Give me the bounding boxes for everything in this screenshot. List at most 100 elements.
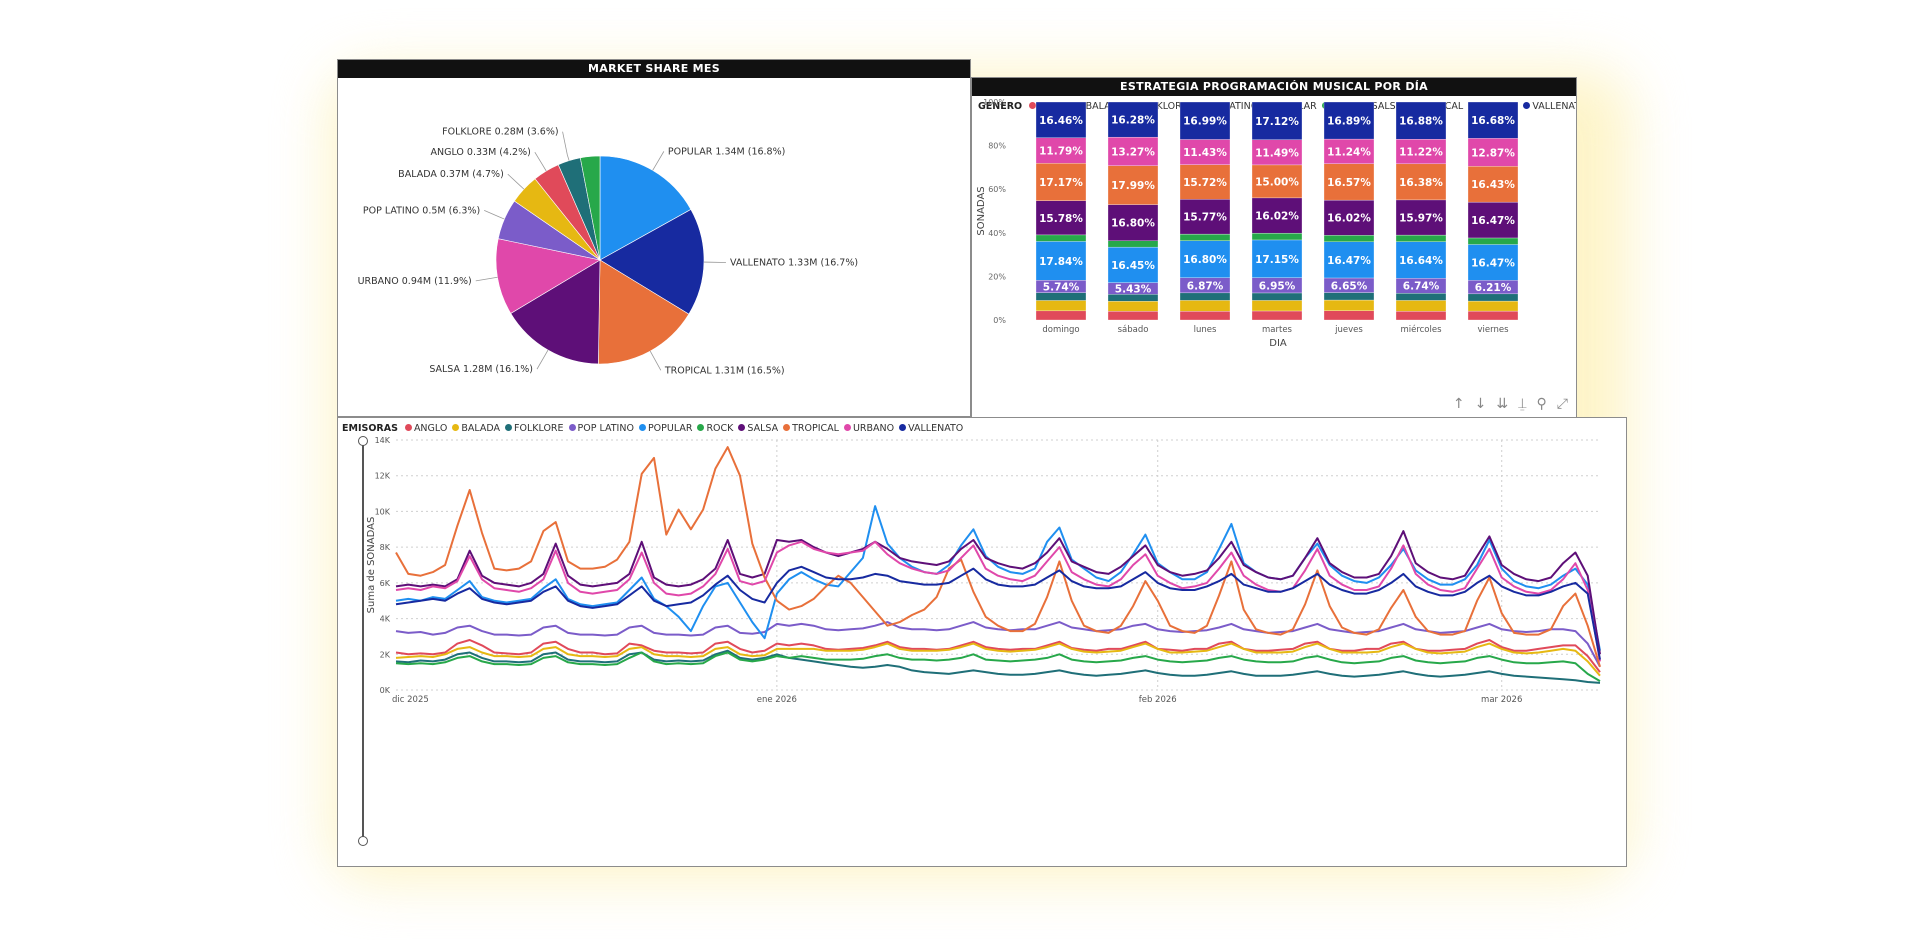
emisoras-legend-item-anglo[interactable]: ANGLO xyxy=(404,423,448,434)
bar-segment-balada xyxy=(1323,299,1375,311)
bar-data-label: 16.80% xyxy=(1183,254,1227,266)
emisoras-legend-item-balada[interactable]: BALADA xyxy=(452,423,500,434)
filter-icon[interactable]: ⚲ xyxy=(1536,396,1547,412)
legend-dot xyxy=(1523,102,1531,109)
bar-segment-popular xyxy=(1395,241,1447,279)
y-range-slider[interactable] xyxy=(358,436,368,846)
pie-label-pop-latino: POP LATINO 0.5M (6.3%) xyxy=(363,205,480,216)
bar-data-label: 6.74% xyxy=(1403,281,1440,293)
pie-label-urbano: URBANO 0.94M (11.9%) xyxy=(358,276,472,287)
x-tick-label: miércoles xyxy=(1400,324,1442,335)
y-tick-label: 2K xyxy=(380,650,391,659)
x-tick-label: viernes xyxy=(1477,325,1509,335)
bar-segment-salsa xyxy=(1395,199,1447,236)
bar-data-label: 13.27% xyxy=(1111,146,1155,158)
bar-segment-tropical xyxy=(1035,163,1087,201)
bar-data-label: 16.47% xyxy=(1471,215,1515,227)
sort-up-icon[interactable]: ↑ xyxy=(1452,396,1465,412)
programming-strategy-panel: ESTRATEGIA PROGRAMACIÓN MUSICAL POR DÍA … xyxy=(972,78,1576,418)
focus-mode-icon[interactable]: ⤢ xyxy=(1556,396,1568,412)
legend-dot xyxy=(697,424,705,431)
bar-segment-balada xyxy=(1179,300,1231,312)
bar-segment-vallenato xyxy=(1323,101,1375,140)
bar-data-label: 17.17% xyxy=(1039,177,1083,189)
emisoras-legend-item-folklore[interactable]: FOLKLORE xyxy=(505,423,564,434)
drill-icon[interactable]: ⍊ xyxy=(1518,396,1527,412)
emisoras-legend-item-rock[interactable]: ROCK xyxy=(697,423,733,434)
legend-dot xyxy=(568,424,576,431)
bar-data-label: 15.00% xyxy=(1255,176,1299,188)
emisoras-legend-item-tropical[interactable]: TROPICAL xyxy=(783,423,839,434)
bar-data-label: 5.43% xyxy=(1115,283,1152,295)
sort-down-icon[interactable]: ↓ xyxy=(1474,396,1487,412)
bar-segment-vallenato xyxy=(1395,101,1447,140)
bar-data-label: 16.45% xyxy=(1111,260,1155,272)
y-tick-label: 40% xyxy=(988,229,1006,238)
pie-leader-line xyxy=(536,349,549,370)
market-share-panel: MARKET SHARE MES POPULAR 1.34M (16.8%) VA… xyxy=(338,60,970,416)
bar-data-label: 16.89% xyxy=(1327,116,1371,128)
line-series-rock xyxy=(395,651,1601,682)
emisoras-legend-item-vallenato[interactable]: VALLENATO xyxy=(899,423,963,434)
bar-segment-rock xyxy=(1323,235,1375,242)
bar-data-label: 11.24% xyxy=(1327,146,1371,158)
legend-label: SALSA xyxy=(1371,101,1403,112)
pie-leader-line xyxy=(475,276,498,282)
x-tick-label: domingo xyxy=(1042,325,1079,335)
y-tick-label: 100% xyxy=(983,98,1006,107)
slider-bottom-handle[interactable] xyxy=(358,836,368,846)
bar-data-label: 16.02% xyxy=(1327,213,1371,225)
bar-data-label: 17.12% xyxy=(1255,116,1299,128)
legend-label: ANGLO xyxy=(413,423,448,434)
y-tick-label: 8K xyxy=(380,543,391,552)
line-series-urbano xyxy=(395,540,1601,662)
legend-dot xyxy=(738,424,746,431)
legend-label: POP LATINO xyxy=(577,423,634,434)
bar-segment-popular xyxy=(1035,241,1087,281)
legend-label: FOLKLORE xyxy=(1138,101,1188,112)
bar-segment-anglo xyxy=(1467,310,1519,321)
bar-segment-salsa xyxy=(1179,199,1231,235)
y-tick-label: 10K xyxy=(375,507,391,516)
legend-label: SALSA xyxy=(747,423,779,434)
bar-segment-rock xyxy=(1107,240,1159,248)
bar-data-label: 15.97% xyxy=(1399,212,1443,224)
pie-label-vallenato: VALLENATO 1.33M (16.7%) xyxy=(730,257,858,268)
legend-dot xyxy=(452,424,460,431)
bar-segment-balada xyxy=(1395,300,1447,312)
bar-data-label: 16.02% xyxy=(1255,211,1299,223)
bar-data-label: 16.99% xyxy=(1183,116,1227,128)
y-tick-label: 0% xyxy=(993,316,1006,325)
expand-down-icon[interactable]: ⇊ xyxy=(1496,396,1509,412)
line-series-tropical xyxy=(395,446,1601,668)
slider-top-handle[interactable] xyxy=(358,436,368,446)
bar-segment-urbano xyxy=(1107,136,1159,166)
bar-data-label: 6.21% xyxy=(1475,282,1512,294)
pie-label-folklore: FOLKLORE 0.28M (3.6%) xyxy=(442,127,558,138)
bar-data-label: 11.49% xyxy=(1255,147,1299,159)
bar-segment-popular xyxy=(1323,241,1375,279)
emisoras-legend-title: EMISORAS xyxy=(342,423,398,434)
legend-dot xyxy=(505,424,513,431)
bar-segment-vallenato xyxy=(1035,101,1087,138)
bar-segment-folklore xyxy=(1035,292,1087,301)
legend-label: ROCK xyxy=(706,423,734,434)
emisoras-legend-item-pop-latino[interactable]: POP LATINO xyxy=(568,423,634,434)
genre-legend-item-vallenato[interactable]: VALLENATO xyxy=(1523,101,1576,112)
bar-segment-anglo xyxy=(1179,311,1231,321)
bar-segment-folklore xyxy=(1251,292,1303,301)
emisoras-legend-item-salsa[interactable]: SALSA xyxy=(738,423,778,434)
pie-label-anglo: ANGLO 0.33M (4.2%) xyxy=(431,147,531,158)
emisoras-legend-item-urbano[interactable]: URBANO xyxy=(843,423,894,434)
emisoras-legend-item-popular[interactable]: POPULAR xyxy=(638,423,692,434)
bar-segment-anglo xyxy=(1251,310,1303,321)
bar-segment-popular xyxy=(1467,244,1519,281)
bar-data-label: 16.47% xyxy=(1471,257,1515,269)
legend-label: VALLENATO xyxy=(1532,101,1576,112)
x-tick-label: jueves xyxy=(1334,325,1363,335)
bar-segment-urbano xyxy=(1035,137,1087,164)
bar-segment-tropical xyxy=(1323,163,1375,201)
bar-data-label: 16.46% xyxy=(1039,115,1083,127)
bar-segment-balada xyxy=(1467,300,1519,312)
bar-data-label: 6.95% xyxy=(1259,280,1296,292)
